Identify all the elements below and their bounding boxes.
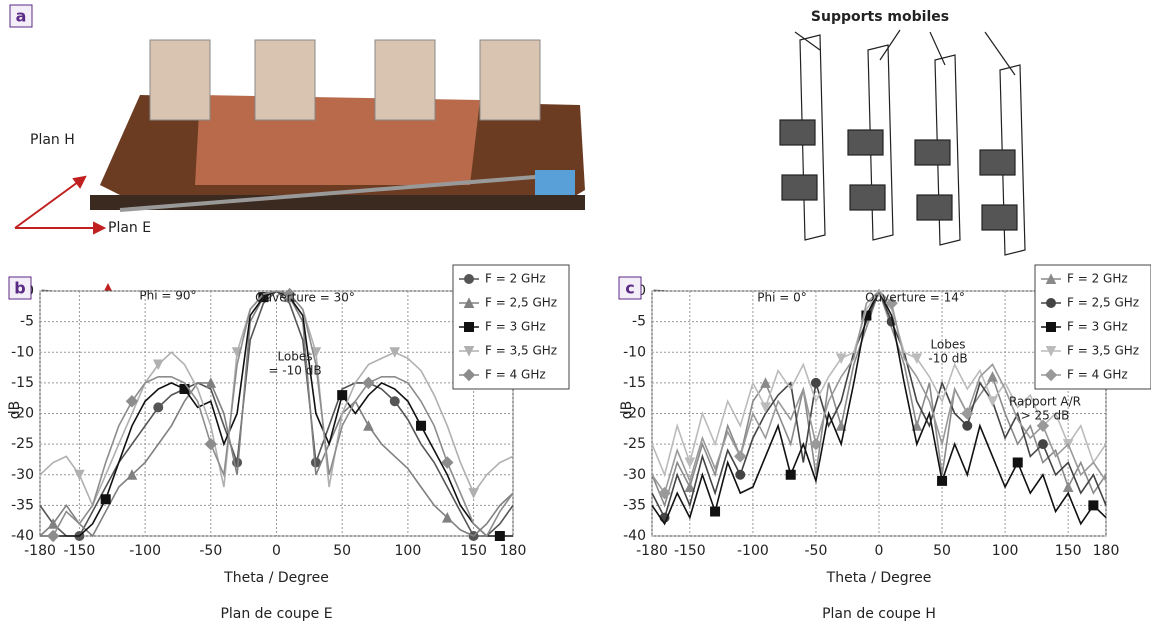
data-point bbox=[938, 476, 947, 485]
legend-label: F = 2,5 GHz bbox=[1067, 296, 1139, 310]
annotation: > 25 dB bbox=[1021, 409, 1070, 423]
annotation: Rapport A/R bbox=[1009, 395, 1081, 409]
supports-diagram bbox=[780, 30, 1025, 255]
annotation: Lobes bbox=[930, 338, 965, 352]
annotation: Ouverture = 14° bbox=[865, 291, 965, 305]
annotation: -10 dB bbox=[928, 352, 967, 366]
y-axis-label: dB bbox=[7, 401, 23, 420]
x-tick-label: -50 bbox=[805, 543, 828, 559]
antenna-photo bbox=[90, 40, 585, 210]
data-point bbox=[786, 470, 795, 479]
supports-label: Supports mobiles bbox=[811, 9, 949, 25]
panel-label: c bbox=[625, 279, 634, 298]
legend-marker bbox=[465, 323, 474, 332]
annotation: = -10 dB bbox=[268, 364, 321, 378]
y-tick-label: -25 bbox=[623, 436, 646, 452]
x-tick-label: -180 bbox=[24, 543, 56, 559]
figure: a Plan H Plan E Supports mobiles bbox=[0, 0, 1151, 628]
y-tick-label: -35 bbox=[11, 497, 34, 513]
legend-marker bbox=[1047, 323, 1056, 332]
panel-label: b bbox=[14, 279, 25, 298]
x-tick-label: 100 bbox=[992, 543, 1019, 559]
x-tick-label: 0 bbox=[272, 543, 281, 559]
y-tick-label: -10 bbox=[623, 344, 646, 360]
y-tick-label: -15 bbox=[623, 375, 646, 391]
data-point bbox=[1038, 440, 1047, 449]
y-tick-label: -40 bbox=[11, 528, 34, 544]
y-tick-label: -15 bbox=[11, 375, 34, 391]
data-point bbox=[963, 421, 972, 430]
x-tick-label: -50 bbox=[199, 543, 222, 559]
legend-label: F = 3 GHz bbox=[485, 320, 546, 334]
y-tick-label: -40 bbox=[623, 528, 646, 544]
x-tick-label: 150 bbox=[460, 543, 487, 559]
data-point bbox=[338, 391, 347, 400]
x-tick-label: -180 bbox=[636, 543, 668, 559]
y-tick-label: -30 bbox=[623, 467, 646, 483]
data-point bbox=[417, 421, 426, 430]
y-tick-label: -25 bbox=[11, 436, 34, 452]
data-point bbox=[495, 532, 504, 541]
annotation: Lobes bbox=[277, 350, 312, 364]
x-tick-label: 50 bbox=[333, 543, 351, 559]
data-point bbox=[1089, 501, 1098, 510]
legend-label: F = 2 GHz bbox=[485, 272, 546, 286]
x-tick-label: 150 bbox=[1055, 543, 1082, 559]
legend-label: F = 4 GHz bbox=[485, 368, 546, 382]
legend-label: F = 2,5 GHz bbox=[485, 296, 557, 310]
legend-label: F = 2 GHz bbox=[1067, 272, 1128, 286]
data-point bbox=[390, 397, 399, 406]
y-tick-label: -5 bbox=[632, 314, 646, 330]
legend-label: F = 3 GHz bbox=[1067, 320, 1128, 334]
annotation: Phi = 0° bbox=[757, 291, 807, 305]
y-tick-label: -10 bbox=[11, 344, 34, 360]
panel-label: a bbox=[16, 7, 27, 26]
data-point bbox=[736, 470, 745, 479]
x-tick-label: -100 bbox=[129, 543, 161, 559]
data-point bbox=[101, 495, 110, 504]
x-tick-label: -100 bbox=[737, 543, 769, 559]
x-tick-label: -150 bbox=[64, 543, 96, 559]
y-axis-label: dB bbox=[619, 401, 635, 420]
y-tick-label: -5 bbox=[20, 314, 34, 330]
data-point bbox=[154, 403, 163, 412]
data-point bbox=[180, 385, 189, 394]
caption: Plan de coupe E bbox=[220, 606, 332, 622]
data-point bbox=[811, 378, 820, 387]
x-tick-label: 0 bbox=[875, 543, 884, 559]
plan-h-label: Plan H bbox=[30, 132, 75, 148]
legend-label: F = 4 GHz bbox=[1067, 368, 1128, 382]
annotation: Phi = 90° bbox=[139, 289, 196, 303]
data-point bbox=[711, 507, 720, 516]
x-tick-label: 50 bbox=[933, 543, 951, 559]
x-tick-label: -150 bbox=[674, 543, 706, 559]
x-tick-label: 180 bbox=[500, 543, 527, 559]
x-tick-label: 100 bbox=[395, 543, 422, 559]
x-axis-label: Theta / Degree bbox=[826, 570, 932, 586]
caption: Plan de coupe H bbox=[822, 606, 936, 622]
legend-label: F = 3,5 GHz bbox=[1067, 344, 1139, 358]
data-point bbox=[1013, 458, 1022, 467]
x-tick-label: 180 bbox=[1093, 543, 1120, 559]
legend-marker bbox=[1047, 299, 1056, 308]
y-tick-label: -35 bbox=[623, 497, 646, 513]
y-tick-label: -30 bbox=[11, 467, 34, 483]
annotation: Ouverture = 30° bbox=[255, 291, 355, 305]
legend-marker bbox=[465, 275, 474, 284]
x-axis-label: Theta / Degree bbox=[223, 570, 329, 586]
plan-e-label: Plan E bbox=[108, 220, 151, 236]
legend-label: F = 3,5 GHz bbox=[485, 344, 557, 358]
